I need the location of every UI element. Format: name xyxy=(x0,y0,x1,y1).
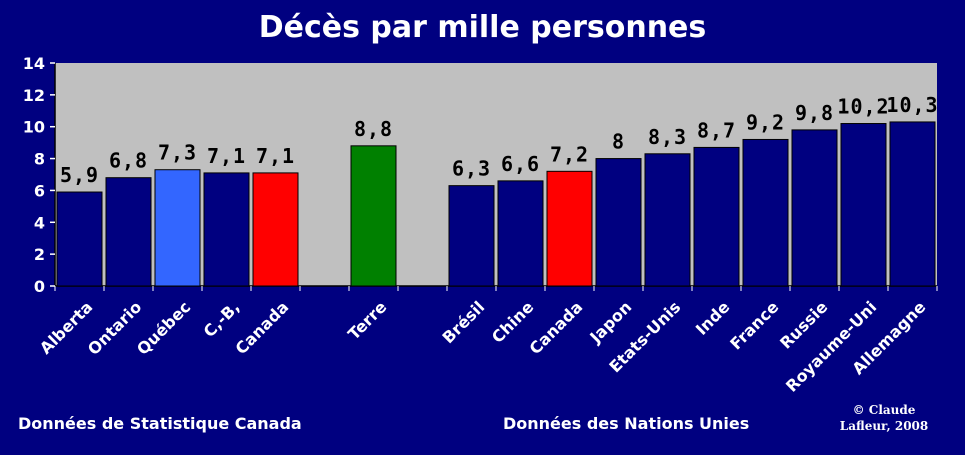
bar xyxy=(105,177,152,287)
bar xyxy=(644,153,691,287)
bar-value-label: 7,1 xyxy=(207,144,246,168)
bar-value-label: 7,3 xyxy=(158,141,197,165)
x-category-label: Terre xyxy=(344,297,390,343)
bar-value-label: 9,8 xyxy=(795,101,834,125)
x-category-label: Brésil xyxy=(439,297,489,347)
chart-title: Décès par mille personnes xyxy=(258,10,707,45)
bar xyxy=(203,172,250,287)
x-category-label: Inde xyxy=(692,297,734,339)
x-category-label: Canada xyxy=(232,297,293,358)
bar xyxy=(595,158,642,287)
x-category-label: France xyxy=(726,297,782,353)
bar xyxy=(742,138,789,287)
bar-value-label: 10,2 xyxy=(837,95,889,119)
y-tick-label: 2 xyxy=(34,245,45,264)
bar xyxy=(252,172,299,287)
bar-value-label: 9,2 xyxy=(746,110,785,134)
bar-value-label: 10,3 xyxy=(886,93,938,117)
y-tick-label: 12 xyxy=(23,86,45,105)
bar-value-label: 8,3 xyxy=(648,125,687,149)
x-category-label: Québec xyxy=(133,297,194,358)
x-category-label: C,-B, xyxy=(200,297,244,341)
bar-value-label: 6,3 xyxy=(452,157,491,181)
copyright-credit: © Claude Lafleur, 2008 xyxy=(838,402,930,434)
y-tick-label: 6 xyxy=(34,181,45,200)
bar xyxy=(546,170,593,287)
y-tick-label: 14 xyxy=(23,54,45,73)
bar xyxy=(154,169,201,287)
right-source-note: Données des Nations Unies xyxy=(503,414,750,433)
bar xyxy=(791,129,838,287)
bar xyxy=(497,180,544,287)
credit-line-1: © Claude xyxy=(852,403,916,417)
bar xyxy=(448,185,495,287)
y-tick-label: 8 xyxy=(34,150,45,169)
credit-line-2: Lafleur, 2008 xyxy=(839,419,929,433)
bar-value-label: 8 xyxy=(612,130,625,154)
plot-area xyxy=(55,63,937,286)
bar-value-label: 7,2 xyxy=(550,142,589,166)
bar xyxy=(56,191,103,287)
left-source-note: Données de Statistique Canada xyxy=(18,414,302,433)
y-tick-label: 0 xyxy=(34,277,45,296)
bar-value-label: 6,6 xyxy=(501,152,540,176)
y-tick-label: 4 xyxy=(34,213,45,232)
y-tick-label: 10 xyxy=(23,118,45,137)
bar-value-label: 7,1 xyxy=(256,144,295,168)
bar-value-label: 5,9 xyxy=(60,163,99,187)
bar xyxy=(889,121,936,287)
x-category-label: Canada xyxy=(526,297,587,358)
bar-value-label: 8,7 xyxy=(697,118,736,142)
bar-value-label: 6,8 xyxy=(109,149,148,173)
bar xyxy=(840,123,887,287)
bar-value-label: 8,8 xyxy=(354,117,393,141)
bar xyxy=(693,146,740,287)
bar xyxy=(350,145,397,287)
